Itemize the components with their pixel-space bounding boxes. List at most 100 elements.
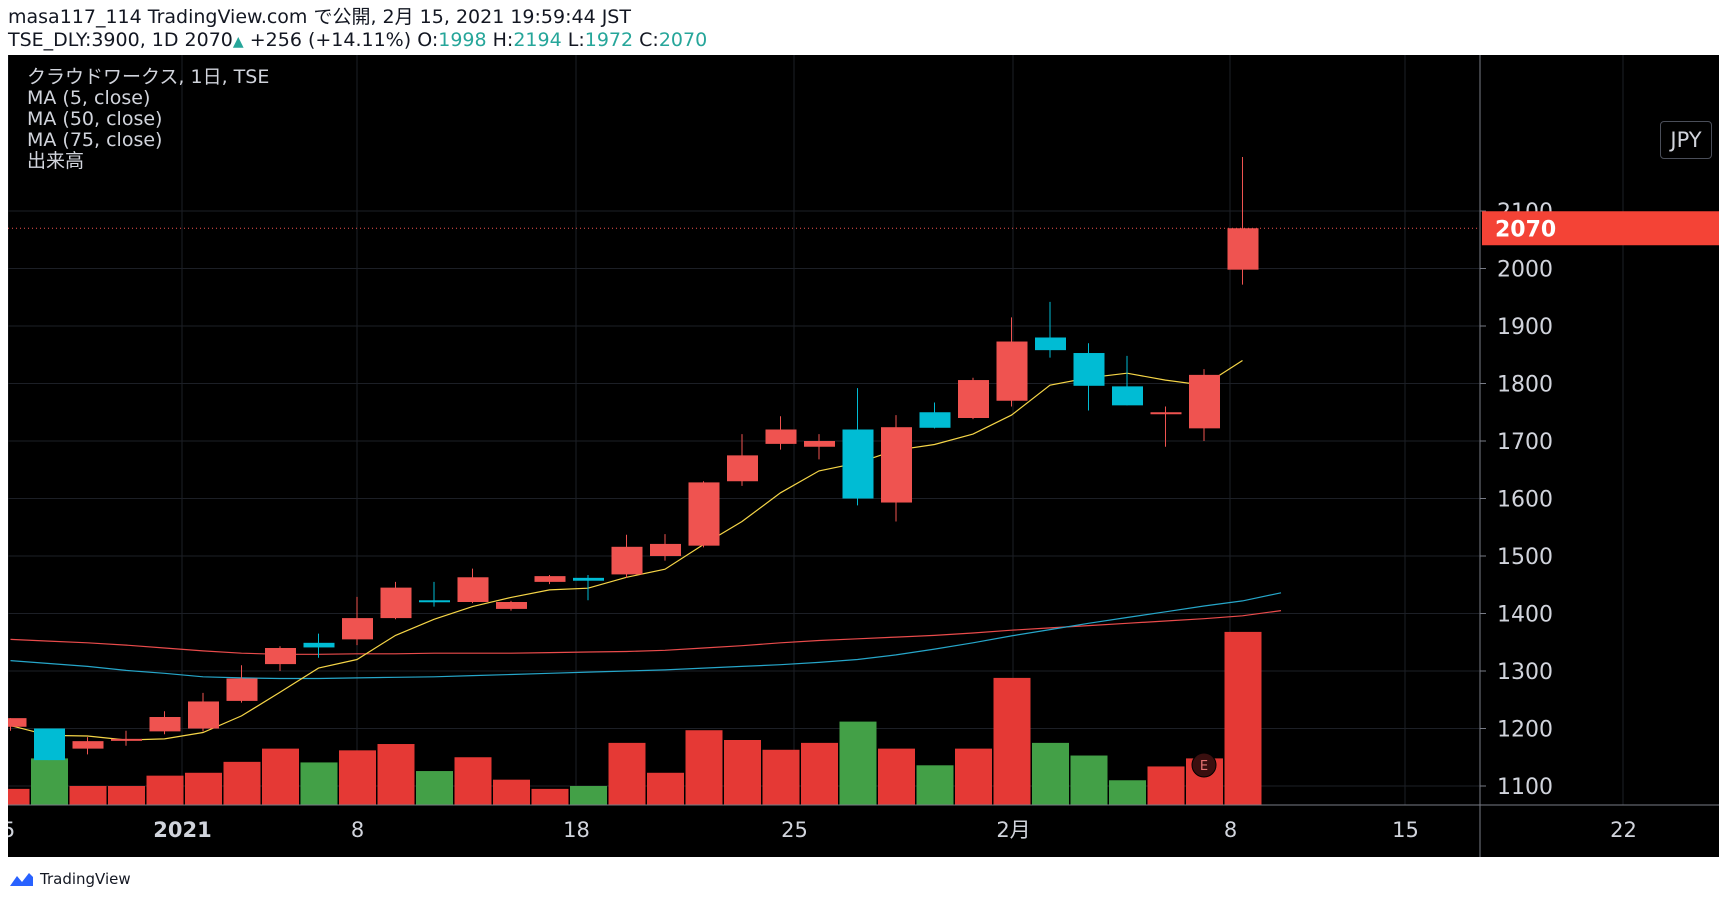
candle-body — [1073, 353, 1105, 386]
legend-ma5[interactable]: MA (5, close) — [27, 87, 151, 109]
candle-body — [1189, 374, 1220, 429]
open-label: O: — [417, 29, 439, 51]
volume-bar — [1032, 742, 1069, 805]
volume-bar — [69, 786, 107, 805]
candle-body — [534, 576, 566, 582]
x-tick-label: 8 — [351, 818, 364, 842]
volume-bar — [993, 677, 1031, 805]
low-label: L: — [567, 29, 585, 51]
candle-body — [958, 380, 989, 418]
candle-body — [380, 587, 412, 619]
volume-bar — [108, 786, 145, 805]
volume-bar — [377, 744, 415, 805]
up-arrow-icon: ▲ — [232, 34, 244, 50]
x-tick-label: 8 — [1224, 818, 1237, 842]
candle-body — [1112, 386, 1143, 406]
candle-body — [1150, 412, 1182, 415]
candle-body — [804, 441, 835, 447]
volume-bar — [8, 788, 30, 805]
candle-body — [573, 577, 604, 581]
x-tick-label: 5 — [8, 818, 15, 842]
earnings-icon — [1191, 752, 1217, 778]
earnings-label-icon: E — [1200, 759, 1208, 774]
ma75-line — [10, 610, 1282, 655]
volume-bar — [493, 779, 530, 805]
x-tick-label: 22 — [1610, 818, 1637, 842]
volume-bar — [1070, 755, 1108, 805]
volume-bar — [916, 765, 954, 805]
candle-body — [188, 701, 219, 729]
high-label: H: — [492, 29, 514, 51]
y-tick-label: 1100 — [1497, 775, 1553, 800]
candle-body — [457, 577, 489, 602]
volume-bar — [1147, 766, 1185, 805]
ohlc-summary: TSE_DLY:3900, 1D 2070▲ +256 (+14.11%) O:… — [8, 29, 707, 53]
footer: TradingView — [8, 870, 131, 888]
candle-body — [111, 738, 142, 741]
y-tick-label: 1300 — [1497, 660, 1553, 685]
ma50-line — [10, 592, 1282, 680]
volume-bar — [839, 721, 877, 805]
volume-bar — [1224, 631, 1262, 805]
price-chart[interactable]: E 1100 1200 1300 1400 1500 1600 1700 1800 1900 200… — [8, 55, 1719, 857]
volume-bar — [339, 750, 376, 805]
close-label: C: — [639, 29, 659, 51]
candle-body — [881, 427, 912, 503]
x-tick-label: 2021 — [153, 818, 211, 842]
last-price-label: 2070 — [1495, 217, 1556, 242]
volume-bar — [762, 749, 800, 805]
y-tick-label: 1800 — [1497, 373, 1553, 398]
volume-bar — [1109, 780, 1146, 805]
y-tick-label: 1900 — [1497, 315, 1553, 340]
volume-bar — [185, 772, 222, 805]
tradingview-logo-icon — [10, 873, 33, 886]
volume-bar — [454, 757, 492, 805]
x-tick-label: 2月 — [996, 818, 1030, 842]
candle-body — [1227, 228, 1259, 270]
y-tick-label: 1400 — [1497, 603, 1553, 628]
candle-body — [265, 648, 296, 665]
candle-body — [342, 618, 373, 640]
y-tick-label: 1700 — [1497, 430, 1553, 455]
currency-button[interactable]: JPY — [1660, 121, 1712, 159]
candle-body — [650, 543, 681, 556]
low-value: 1972 — [584, 29, 634, 51]
y-tick-label: 1600 — [1497, 488, 1553, 513]
legend-ma50[interactable]: MA (50, close) — [27, 108, 163, 130]
volume-bar — [531, 788, 569, 805]
candle-body — [496, 602, 527, 609]
volume-bar — [724, 740, 761, 805]
candle-body — [611, 546, 643, 575]
volume-bar — [878, 748, 915, 805]
x-tick-label: 15 — [1392, 818, 1419, 842]
candle-body — [842, 429, 874, 499]
candle-body — [226, 678, 258, 701]
symbol-info: TSE_DLY:3900, 1D 2070 — [8, 29, 233, 51]
volume-bar — [262, 748, 299, 805]
y-tick-label: 1500 — [1497, 545, 1553, 570]
volume-bar — [300, 762, 338, 805]
high-value: 2194 — [513, 29, 562, 51]
candle-body — [919, 412, 951, 428]
candle-body — [765, 429, 797, 444]
close-value: 2070 — [658, 29, 708, 51]
legend-volume[interactable]: 出来高 — [27, 150, 85, 172]
volume-bar — [608, 742, 646, 805]
volume-bar — [223, 761, 261, 805]
x-tick-label: 18 — [563, 818, 590, 842]
chart-title: クラウドワークス, 1日, TSE — [27, 66, 270, 88]
price-change: +256 (+14.11%) — [249, 29, 412, 51]
volume-bar — [955, 748, 992, 805]
candle-body — [34, 728, 65, 761]
candle-body — [72, 741, 104, 749]
open-value: 1998 — [438, 29, 487, 51]
legend-ma75[interactable]: MA (75, close) — [27, 129, 163, 151]
x-tick-label: 25 — [781, 818, 808, 842]
chart-frame[interactable]: E 1100 1200 1300 1400 1500 1600 1700 1800 1900 200… — [8, 55, 1719, 857]
volume-bar — [647, 772, 684, 805]
volume-bar — [416, 771, 453, 805]
volume-bar — [31, 758, 68, 805]
candle-body — [8, 718, 27, 727]
candle-body — [727, 455, 758, 482]
volume-bar — [146, 775, 184, 805]
